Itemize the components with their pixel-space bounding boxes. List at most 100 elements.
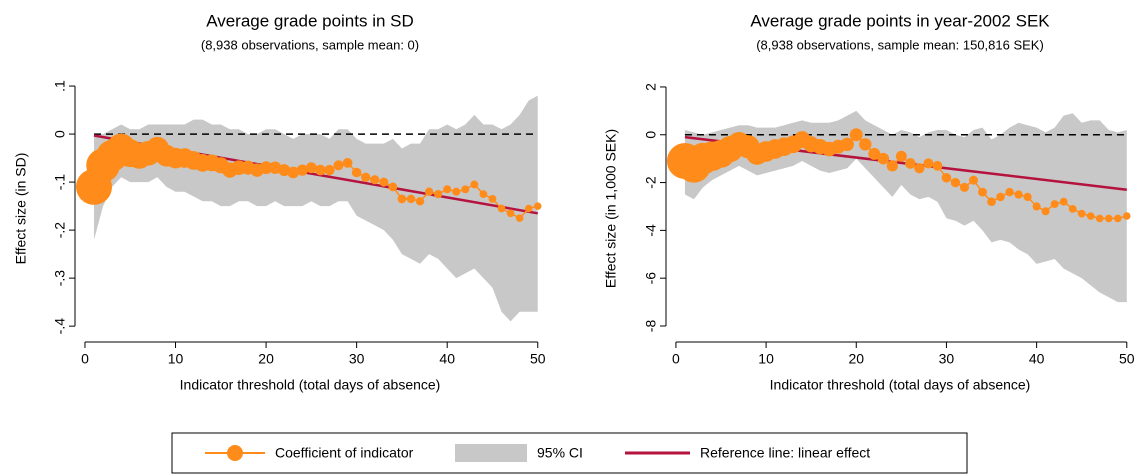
coefficient-marker <box>932 160 943 171</box>
coefficient-marker <box>488 195 497 203</box>
x-tick-label: 30 <box>939 351 955 367</box>
coefficient-marker <box>259 161 273 175</box>
coefficient-marker <box>1023 192 1032 202</box>
coefficient-marker <box>996 192 1005 202</box>
y-tick-label: 2 <box>643 83 659 91</box>
coefficient-marker <box>840 137 854 152</box>
coefficient-marker <box>397 194 407 204</box>
coefficient-marker <box>434 189 443 199</box>
coefficient-marker <box>388 182 398 192</box>
y-tick-label: -6 <box>643 272 659 285</box>
chart-subtitle: (8,938 observations, sample mean: 0) <box>201 37 419 52</box>
coefficient-marker <box>361 172 371 182</box>
coefficient-marker <box>1114 214 1122 223</box>
coefficient-marker <box>497 204 506 213</box>
chart-subtitle: (8,938 observations, sample mean: 150,81… <box>756 37 1044 52</box>
coefficient-marker <box>506 209 515 218</box>
coefficient-marker <box>1050 200 1059 209</box>
y-axis-label: Effect size (in SD) <box>13 153 29 265</box>
x-axis-label: Indicator threshold (total days of absen… <box>770 377 1031 393</box>
coefficient-marker <box>315 164 326 176</box>
coefficient-marker <box>877 152 890 165</box>
x-tick-label: 10 <box>758 351 774 367</box>
coefficient-marker <box>849 128 863 142</box>
legend-marker-swatch <box>227 445 243 461</box>
coefficient-marker <box>1123 212 1131 220</box>
y-tick-label: 0 <box>643 131 659 139</box>
coefficient-marker <box>379 177 389 187</box>
x-tick-label: 20 <box>258 351 274 367</box>
panel: Average grade points in SD (8,938 observa… <box>13 11 546 392</box>
coefficient-marker <box>1068 204 1077 213</box>
coefficient-marker <box>1041 207 1050 216</box>
panel: Average grade points in year-2002 SEK (8,… <box>603 11 1135 392</box>
coefficient-marker <box>342 157 353 168</box>
coefficient-marker <box>941 172 952 183</box>
coefficient-marker <box>1104 214 1113 223</box>
y-tick-label: -.2 <box>52 222 68 239</box>
x-tick-label: 30 <box>349 351 365 367</box>
coefficient-marker <box>868 147 881 160</box>
x-tick-label: 10 <box>168 351 184 367</box>
legend-label: 95% CI <box>537 445 583 461</box>
coefficient-marker <box>278 164 291 177</box>
coefficient-marker <box>470 180 479 189</box>
coefficient-marker <box>424 187 434 196</box>
coefficient-marker <box>895 150 907 162</box>
coefficient-marker <box>1059 197 1068 206</box>
y-tick-label: 0 <box>52 130 68 138</box>
legend-label: Reference line: linear effect <box>700 445 870 461</box>
x-tick-label: 0 <box>672 351 680 367</box>
coefficient-marker <box>859 138 872 151</box>
y-tick-label: -8 <box>643 320 659 333</box>
legend-box <box>171 432 968 474</box>
x-tick-label: 20 <box>848 351 864 367</box>
x-tick-label: 40 <box>439 351 455 367</box>
coefficient-marker <box>534 202 542 210</box>
y-tick-label: -.3 <box>52 270 68 287</box>
coefficient-marker <box>351 167 362 178</box>
chart-title: Average grade points in year-2002 SEK <box>750 11 1050 30</box>
y-tick-label: -2 <box>643 176 659 189</box>
x-tick-label: 40 <box>1029 351 1045 367</box>
chart-title: Average grade points in SD <box>206 11 414 30</box>
coefficient-marker <box>452 187 461 196</box>
coefficient-marker <box>461 185 470 194</box>
coefficient-marker <box>305 162 317 174</box>
coefficient-marker <box>333 160 344 171</box>
x-tick-label: 0 <box>81 351 89 367</box>
coefficient-marker <box>479 190 488 198</box>
coefficient-marker <box>1095 214 1104 223</box>
coefficient-marker <box>524 204 533 213</box>
coefficient-marker <box>406 194 416 204</box>
coefficient-marker <box>905 158 916 169</box>
ci-band <box>94 95 538 322</box>
coefficient-marker <box>1014 190 1023 199</box>
x-tick-label: 50 <box>1119 351 1135 367</box>
coefficient-marker <box>968 175 978 185</box>
coefficient-marker <box>296 164 308 176</box>
legend-band-swatch <box>455 444 527 462</box>
y-tick-label: .1 <box>52 80 68 92</box>
coefficient-marker <box>324 164 335 176</box>
coefficient-marker <box>987 197 996 207</box>
coefficient-marker <box>1005 187 1014 197</box>
coefficient-marker <box>287 166 300 179</box>
coefficient-marker <box>443 185 452 194</box>
coefficient-marker <box>950 177 961 188</box>
coefficient-marker <box>959 182 970 192</box>
y-tick-label: -.4 <box>52 318 68 335</box>
coefficient-marker <box>914 163 925 174</box>
coefficient-marker <box>370 175 380 185</box>
coefficient-marker <box>923 158 934 169</box>
coefficient-marker <box>1032 202 1041 211</box>
ci-band <box>684 110 1127 303</box>
y-tick-label: -.1 <box>52 174 68 191</box>
coefficient-marker <box>1077 209 1086 218</box>
coefficient-marker <box>415 197 425 206</box>
x-tick-label: 50 <box>530 351 546 367</box>
coefficient-marker <box>886 160 898 172</box>
y-tick-label: -4 <box>643 224 659 237</box>
